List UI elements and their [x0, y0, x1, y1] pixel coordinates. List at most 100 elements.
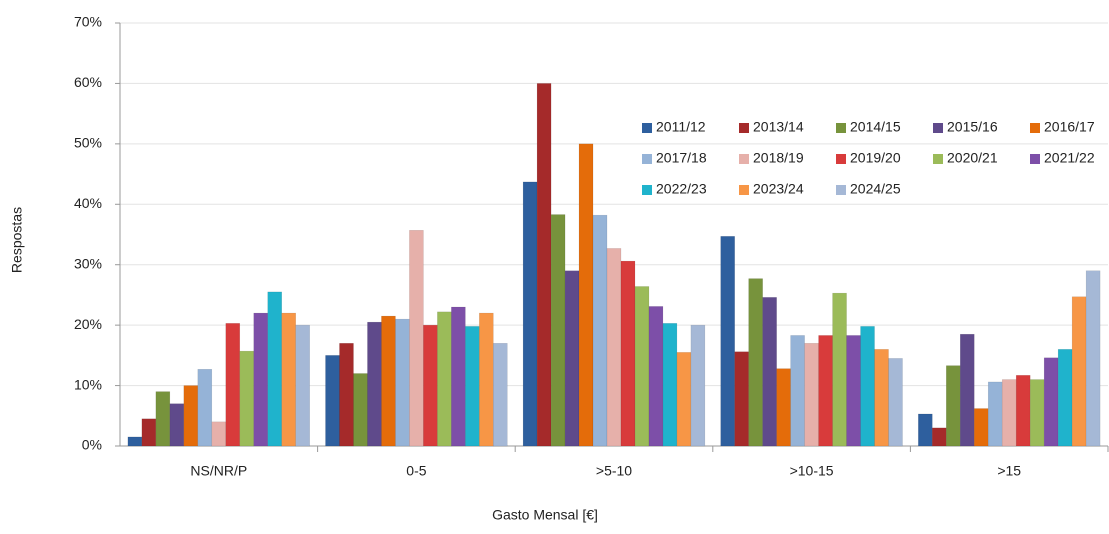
- bar: [353, 373, 368, 447]
- legend-swatch: [739, 185, 749, 195]
- legend-swatch: [1030, 154, 1040, 164]
- legend-label: 2015/16: [947, 119, 998, 135]
- legend-swatch: [642, 185, 652, 195]
- y-tick-label: 40%: [74, 195, 102, 211]
- bar: [536, 83, 552, 447]
- bar: [1071, 296, 1087, 447]
- y-tick-label: 10%: [74, 376, 102, 392]
- legend-swatch: [836, 154, 846, 164]
- y-tick-label: 50%: [74, 135, 102, 151]
- bar: [620, 260, 636, 447]
- bar: [860, 326, 875, 447]
- bar: [720, 236, 735, 447]
- legend-label: 2016/17: [1044, 119, 1095, 135]
- bar: [874, 349, 889, 447]
- bar: [776, 368, 791, 447]
- y-tick-label: 20%: [74, 316, 102, 332]
- legend-label: 2022/23: [656, 181, 707, 197]
- bar: [437, 311, 452, 447]
- bar: [748, 278, 763, 447]
- bar: [127, 436, 143, 447]
- bar: [409, 230, 424, 447]
- y-tick-label: 60%: [74, 74, 102, 90]
- legend-label: 2019/20: [850, 150, 901, 166]
- legend-swatch: [642, 123, 652, 133]
- bar: [918, 413, 933, 447]
- bar: [225, 323, 241, 447]
- bar: [493, 343, 508, 447]
- legend-swatch: [1030, 123, 1040, 133]
- legend-swatch: [933, 123, 943, 133]
- bar: [734, 351, 749, 447]
- bar: [281, 312, 296, 447]
- bar: [395, 318, 410, 447]
- bar: [592, 214, 608, 447]
- bar: [790, 335, 805, 447]
- bar: [155, 391, 171, 447]
- bar: [197, 369, 213, 447]
- x-tick-label: >10-15: [790, 463, 834, 479]
- bar: [676, 352, 692, 447]
- legend-label: 2021/22: [1044, 150, 1095, 166]
- bar: [169, 403, 185, 447]
- legend-label: 2023/24: [753, 181, 804, 197]
- bar: [451, 306, 466, 447]
- x-tick-label: NS/NR/P: [190, 463, 247, 479]
- x-axis-title: Gasto Mensal [€]: [492, 507, 598, 523]
- legend-label: 2018/19: [753, 150, 804, 166]
- bar: [973, 408, 989, 447]
- bar: [762, 297, 777, 447]
- legend-label: 2024/25: [850, 181, 901, 197]
- bar: [1085, 270, 1101, 447]
- legend-label: 2020/21: [947, 150, 998, 166]
- y-tick-label: 0%: [82, 437, 102, 453]
- bar: [932, 427, 947, 447]
- bar: [479, 312, 494, 447]
- bar: [662, 323, 678, 447]
- bar: [634, 286, 650, 447]
- bar: [367, 321, 382, 447]
- bar: [564, 270, 580, 447]
- bar: [832, 292, 847, 447]
- bar: [381, 315, 396, 447]
- bar: [550, 214, 566, 447]
- legend-swatch: [836, 123, 846, 133]
- bar: [339, 343, 354, 447]
- bar: [239, 350, 255, 447]
- bar: [423, 324, 438, 447]
- bar: [1001, 379, 1017, 447]
- bar: [987, 381, 1003, 447]
- bar: [141, 418, 157, 447]
- y-axis-title: Respostas: [9, 207, 25, 273]
- bar: [211, 421, 227, 447]
- bar: [267, 291, 282, 447]
- bar: [846, 335, 861, 447]
- bar: [690, 324, 706, 447]
- y-tick-label: 70%: [74, 14, 102, 30]
- legend-swatch: [739, 123, 749, 133]
- legend-label: 2013/14: [753, 119, 804, 135]
- legend-label: 2014/15: [850, 119, 901, 135]
- bar: [606, 248, 622, 447]
- bar: [578, 143, 594, 447]
- legend-swatch: [836, 185, 846, 195]
- legend-label: 2011/12: [656, 119, 706, 135]
- bar: [325, 355, 340, 447]
- bar: [946, 365, 961, 447]
- bar: [183, 385, 199, 447]
- bar: [1015, 375, 1031, 447]
- bar: [648, 306, 664, 447]
- legend-swatch: [642, 154, 652, 164]
- bar: [804, 343, 819, 447]
- bar: [253, 312, 268, 447]
- x-tick-label: >5-10: [596, 463, 632, 479]
- x-tick-label: >15: [997, 463, 1021, 479]
- legend-label: 2017/18: [656, 150, 707, 166]
- bar: [465, 326, 480, 447]
- bar: [1057, 349, 1073, 447]
- bar: [522, 181, 538, 447]
- bar: [818, 335, 833, 447]
- y-tick-label: 30%: [74, 255, 102, 271]
- bar: [295, 324, 310, 447]
